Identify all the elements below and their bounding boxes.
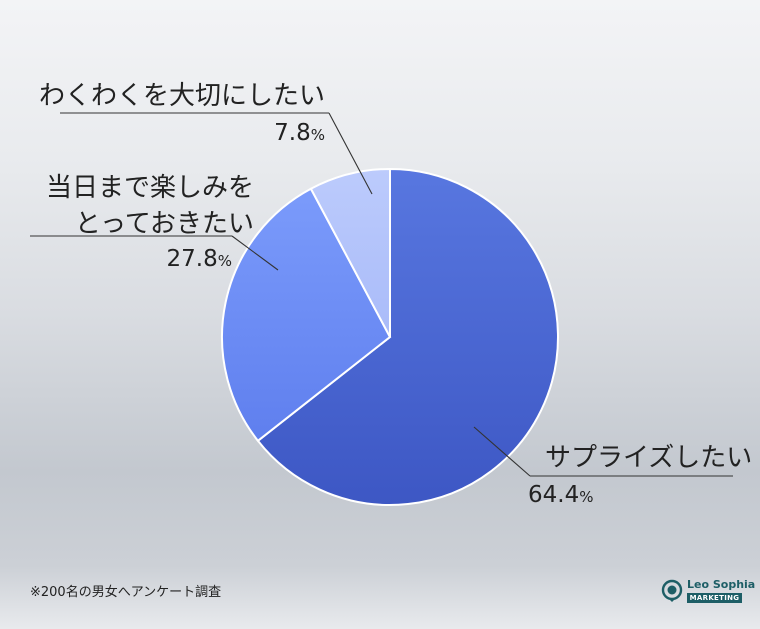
slice-value-label: 27.8% bbox=[167, 246, 232, 272]
slice-label: 当日まで楽しみを bbox=[46, 173, 254, 203]
leader-line bbox=[231, 235, 279, 271]
lion-head-icon bbox=[661, 579, 683, 602]
pie-slice bbox=[221, 187, 392, 443]
logo-name: Leo Sophia bbox=[687, 578, 756, 591]
leader-line bbox=[328, 112, 373, 195]
leader-line bbox=[473, 426, 531, 477]
brand-logo: Leo Sophia MARKETING bbox=[661, 576, 755, 608]
slice-label: とっておきたい bbox=[75, 209, 254, 239]
logo-sub: MARKETING bbox=[687, 593, 742, 603]
slice-label: わくわくを大切にしたい bbox=[39, 81, 325, 111]
pie-slice bbox=[309, 167, 391, 338]
slice-value-label: 7.8% bbox=[274, 120, 325, 146]
slice-value-label: 64.4% bbox=[528, 482, 593, 508]
pie-slice bbox=[256, 167, 559, 506]
slice-label: サプライズしたい bbox=[545, 443, 752, 473]
survey-footnote: ※200名の男女へアンケート調査 bbox=[30, 585, 222, 600]
